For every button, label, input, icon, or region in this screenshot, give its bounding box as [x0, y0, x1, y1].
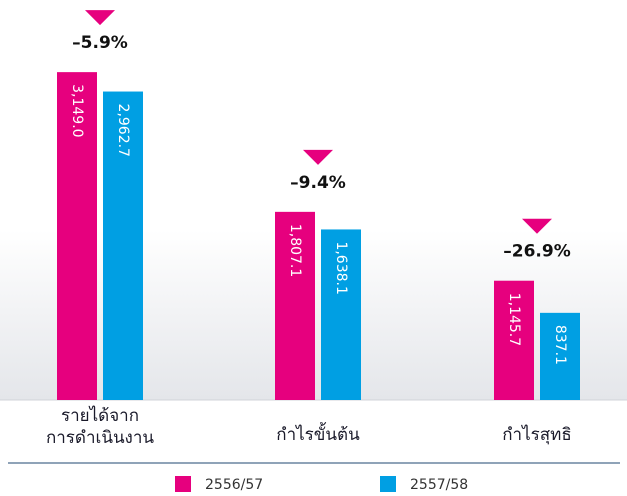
value-label: 1,807.1 [287, 224, 303, 277]
value-label: 1,638.1 [333, 241, 349, 294]
legend-swatch [380, 476, 396, 492]
legend-label: 2556/57 [205, 477, 263, 493]
x-tick-label: กำไรสุทธิ [502, 425, 572, 445]
value-label: 2,962.7 [115, 104, 131, 157]
annotation: –5.9% [72, 33, 128, 53]
x-tick-label: กำไรขั้นต้น [276, 425, 360, 445]
bar [321, 229, 361, 400]
bar [494, 280, 534, 400]
annotation-arrow [522, 218, 552, 234]
annotation-arrow [303, 149, 333, 165]
value-label: 1,145.7 [506, 293, 522, 346]
bar [275, 211, 315, 400]
annotation: –9.4% [290, 173, 346, 193]
legend-label: 2557/58 [410, 477, 468, 493]
x-tick-label: รายได้จาก การดำเนินงาน [45, 406, 155, 448]
bar [57, 72, 97, 400]
annotation: –26.9% [503, 242, 570, 262]
value-label: 3,149.0 [69, 84, 85, 137]
bar [103, 91, 143, 401]
annotation-arrow [85, 10, 115, 26]
legend-swatch [175, 476, 191, 492]
value-label: 837.1 [552, 325, 568, 365]
bar [540, 312, 580, 400]
